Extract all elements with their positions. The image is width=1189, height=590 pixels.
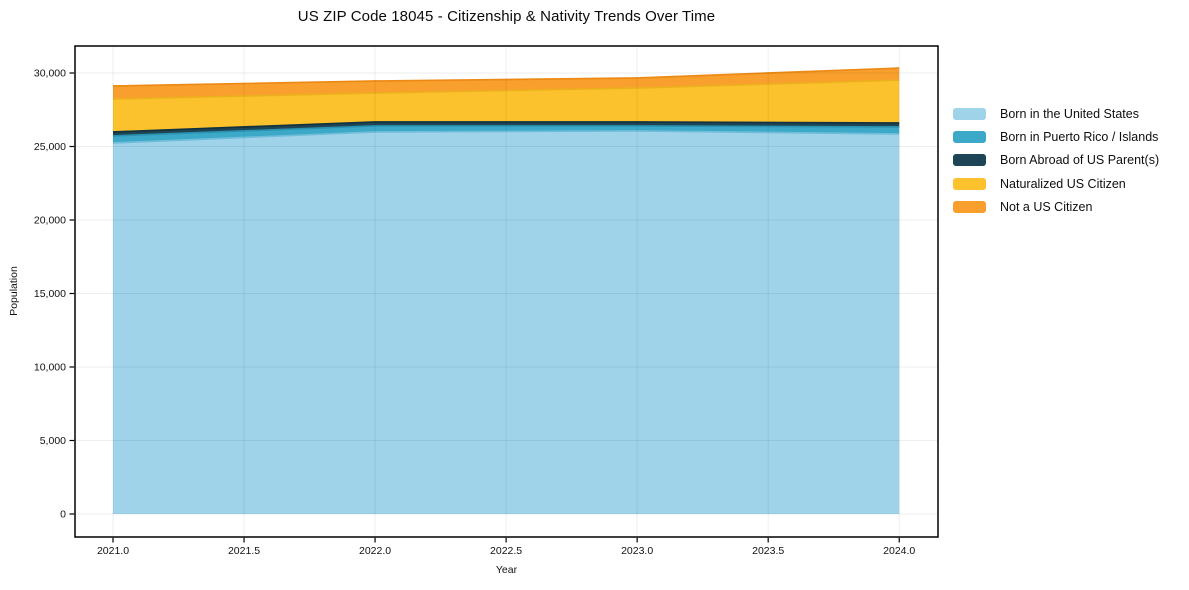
legend-item-born-abroad-of-us-parent-s: Born Abroad of US Parent(s) xyxy=(953,149,1159,172)
y-tick-label: 5,000 xyxy=(40,435,66,447)
legend-item-naturalized-us-citizen: Naturalized US Citizen xyxy=(953,172,1159,195)
y-tick-label: 15,000 xyxy=(34,288,66,300)
legend-label: Born in Puerto Rico / Islands xyxy=(1000,130,1159,145)
legend-label: Born in the United States xyxy=(1000,106,1139,121)
legend-label: Not a US Citizen xyxy=(1000,200,1093,215)
chart-title: US ZIP Code 18045 - Citizenship & Nativi… xyxy=(297,8,716,25)
x-tick-label: 2022.0 xyxy=(359,545,391,557)
area-born-in-puerto-rico-islands xyxy=(113,125,900,143)
legend-label: Born Abroad of US Parent(s) xyxy=(1000,153,1160,168)
legend-swatch xyxy=(953,107,986,120)
y-tick-label: 10,000 xyxy=(34,362,66,374)
legend-label: Naturalized US Citizen xyxy=(1000,176,1126,191)
legend-swatch xyxy=(953,154,986,167)
legend-swatch xyxy=(953,177,986,190)
legend-item-not-a-us-citizen: Not a US Citizen xyxy=(953,196,1159,219)
edge-naturalized-us-citizen xyxy=(112,79,900,100)
edge-born-in-puerto-rico-islands xyxy=(112,125,900,137)
edge-not-a-us-citizen xyxy=(112,67,900,87)
y-tick-label: 20,000 xyxy=(34,215,66,227)
x-tick-label: 2022.5 xyxy=(490,545,522,557)
legend-swatch xyxy=(953,131,986,144)
edge-born-in-the-united-states xyxy=(112,130,900,144)
y-tick-label: 30,000 xyxy=(34,68,66,80)
area-naturalized-us-citizen xyxy=(113,80,900,132)
x-axis-label: Year xyxy=(495,564,518,576)
y-tick-label: 0 xyxy=(60,509,66,521)
area-born-in-the-united-states xyxy=(113,130,900,514)
legend-item-born-in-puerto-rico-islands: Born in Puerto Rico / Islands xyxy=(953,125,1159,148)
plot-border xyxy=(74,45,939,538)
x-tick-label: 2024.0 xyxy=(883,545,915,557)
legend-item-born-in-the-united-states: Born in the United States xyxy=(953,102,1159,125)
y-tick-label: 25,000 xyxy=(34,141,66,153)
legend-swatch xyxy=(953,201,986,214)
x-tick-label: 2021.5 xyxy=(228,545,260,557)
x-tick-label: 2023.0 xyxy=(621,545,653,557)
edge-born-abroad-of-us-parent-s xyxy=(112,121,900,133)
x-tick-label: 2023.5 xyxy=(752,545,784,557)
x-tick-label: 2021.0 xyxy=(97,545,129,557)
legend: Born in the United States Born in Puerto … xyxy=(953,102,1159,219)
